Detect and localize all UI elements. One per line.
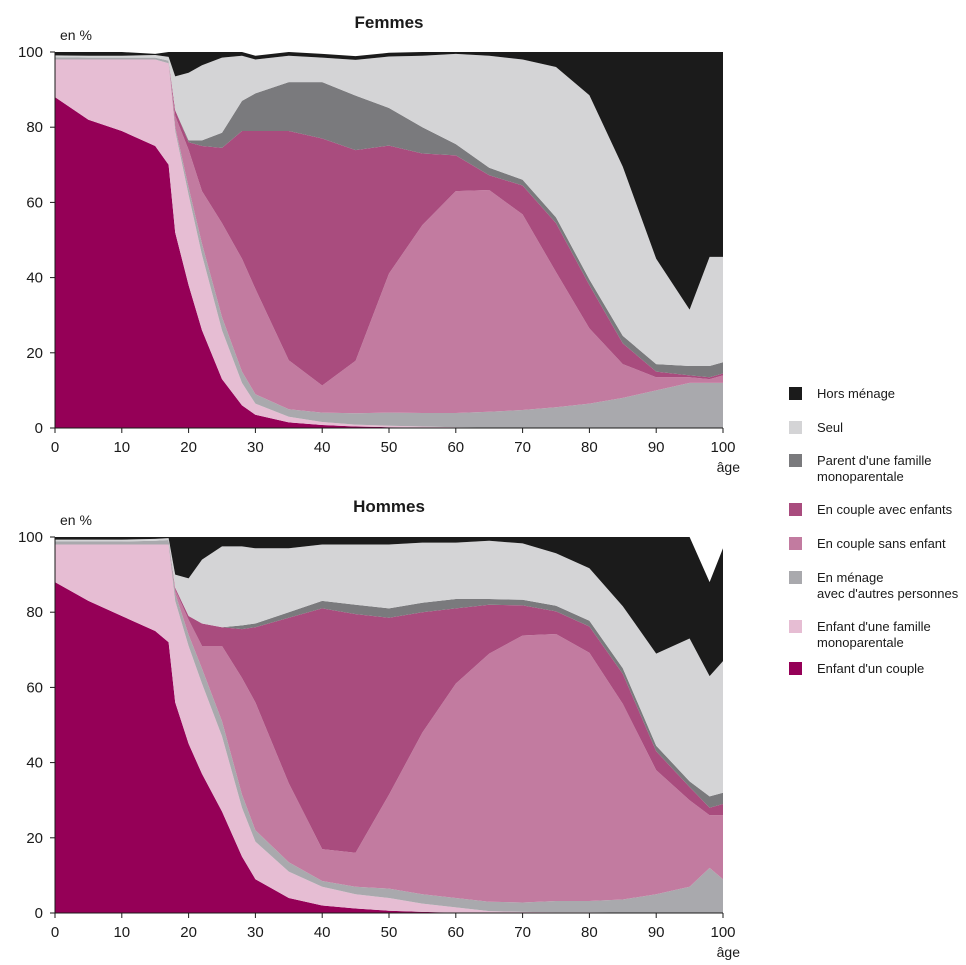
x-tick-label: 70 — [514, 924, 531, 941]
panel-title: Femmes — [355, 13, 424, 32]
area-en-couple-sans-enfant — [55, 57, 723, 414]
area-hors-menage — [55, 52, 723, 310]
area-hors-menage — [55, 537, 723, 677]
x-tick-label: 80 — [581, 924, 598, 941]
legend-item-enfant-d-un-couple: Enfant d'un couple — [789, 661, 924, 676]
panel-hommes: 0 20 40 60 80 100 0 10 20 30 40 50 60 70 80 90 100 Hommes… — [18, 497, 740, 960]
y-tick-label: 0 — [35, 905, 43, 922]
y-tick-label: 100 — [18, 44, 43, 61]
x-tick-label: 50 — [381, 924, 398, 941]
legend-label: En couple avec enfants — [817, 502, 953, 517]
legend-swatch — [789, 454, 802, 467]
x-tick-label: 20 — [180, 924, 197, 941]
x-tick-label: 40 — [314, 924, 331, 941]
x-tick-label: 50 — [381, 439, 398, 456]
x-tick-label: 40 — [314, 439, 331, 456]
x-tick-label: 0 — [51, 439, 59, 456]
x-tick-label: 90 — [648, 439, 665, 456]
x-axis-label: âge — [717, 944, 741, 960]
y-tick-label: 40 — [26, 270, 43, 287]
legend-swatch — [789, 662, 802, 675]
legend-item-seul: Seul — [789, 420, 843, 435]
y-tick-label: 100 — [18, 529, 43, 546]
legend-item-hors-menage: Hors ménage — [789, 386, 895, 401]
y-tick-label: 0 — [35, 420, 43, 437]
area-enfant-d-un-couple — [55, 97, 723, 428]
y-axis-label: en % — [60, 512, 92, 528]
legend-swatch — [789, 537, 802, 550]
legend-swatch — [789, 503, 802, 516]
legend-swatch — [789, 421, 802, 434]
legend: Hors ménage Seul Parent d'une famille monop… — [789, 386, 959, 676]
legend-label: Parent d'une famille monoparentale — [817, 453, 932, 484]
x-tick-label: 0 — [51, 924, 59, 941]
area-en-couple-avec-enfants — [55, 540, 723, 853]
x-tick-label: 10 — [113, 924, 130, 941]
y-tick-label: 60 — [26, 679, 43, 696]
x-tick-label: 60 — [447, 439, 464, 456]
legend-item-parent-d-une-famille-monoparentale: Parent d'une famille monoparentale — [789, 453, 932, 484]
legend-item-en-menage-avec-d-autres-personnes: En ménage avec d'autres personnes — [789, 570, 959, 601]
x-tick-label: 60 — [447, 924, 464, 941]
legend-label: Enfant d'une famille monoparentale — [817, 619, 931, 650]
legend-swatch — [789, 387, 802, 400]
area-en-couple-sans-enfant — [55, 540, 723, 903]
x-tick-label: 30 — [247, 924, 264, 941]
x-axis-label: âge — [717, 459, 741, 475]
x-tick-label: 70 — [514, 439, 531, 456]
y-tick-label: 20 — [26, 830, 43, 847]
legend-swatch — [789, 571, 802, 584]
area-enfant-d-un-couple — [55, 582, 723, 913]
area-seul — [55, 538, 723, 797]
area-enfant-d-une-famille-monoparentale — [55, 59, 723, 428]
area-en-couple-avec-enfants — [55, 57, 723, 386]
area-en-menage-avec-d-autres-personnes — [55, 57, 723, 429]
panel-title: Hommes — [353, 497, 425, 516]
legend-label: Hors ménage — [817, 386, 895, 401]
legend-item-enfant-d-une-famille-monoparentale: Enfant d'une famille monoparentale — [789, 619, 931, 650]
y-tick-label: 40 — [26, 755, 43, 772]
x-tick-label: 20 — [180, 439, 197, 456]
y-tick-label: 60 — [26, 194, 43, 211]
legend-item-en-couple-sans-enfant: En couple sans enfant — [789, 536, 946, 551]
legend-item-en-couple-avec-enfants: En couple avec enfants — [789, 502, 953, 517]
x-tick-label: 90 — [648, 924, 665, 941]
x-tick-label: 100 — [710, 924, 735, 941]
y-axis-label: en % — [60, 27, 92, 43]
y-tick-label: 80 — [26, 119, 43, 136]
legend-swatch — [789, 620, 802, 633]
area-enfant-d-une-famille-monoparentale — [55, 544, 723, 913]
y-tick-label: 80 — [26, 604, 43, 621]
legend-label: Enfant d'un couple — [817, 661, 924, 676]
y-tick-label: 20 — [26, 345, 43, 362]
area-seul — [55, 53, 723, 367]
panel-femmes: 0 20 40 60 80 100 0 10 20 30 40 50 60 70 80 90 100 Femmes… — [18, 13, 740, 475]
x-tick-label: 100 — [710, 439, 735, 456]
x-tick-label: 10 — [113, 439, 130, 456]
x-tick-label: 30 — [247, 439, 264, 456]
legend-label: En couple sans enfant — [817, 536, 946, 551]
area-parent-d-une-famille-monoparentale — [55, 57, 723, 378]
legend-label: En ménage avec d'autres personnes — [817, 570, 959, 601]
x-tick-label: 80 — [581, 439, 598, 456]
legend-label: Seul — [817, 420, 843, 435]
area-parent-d-une-famille-monoparentale — [55, 540, 723, 808]
